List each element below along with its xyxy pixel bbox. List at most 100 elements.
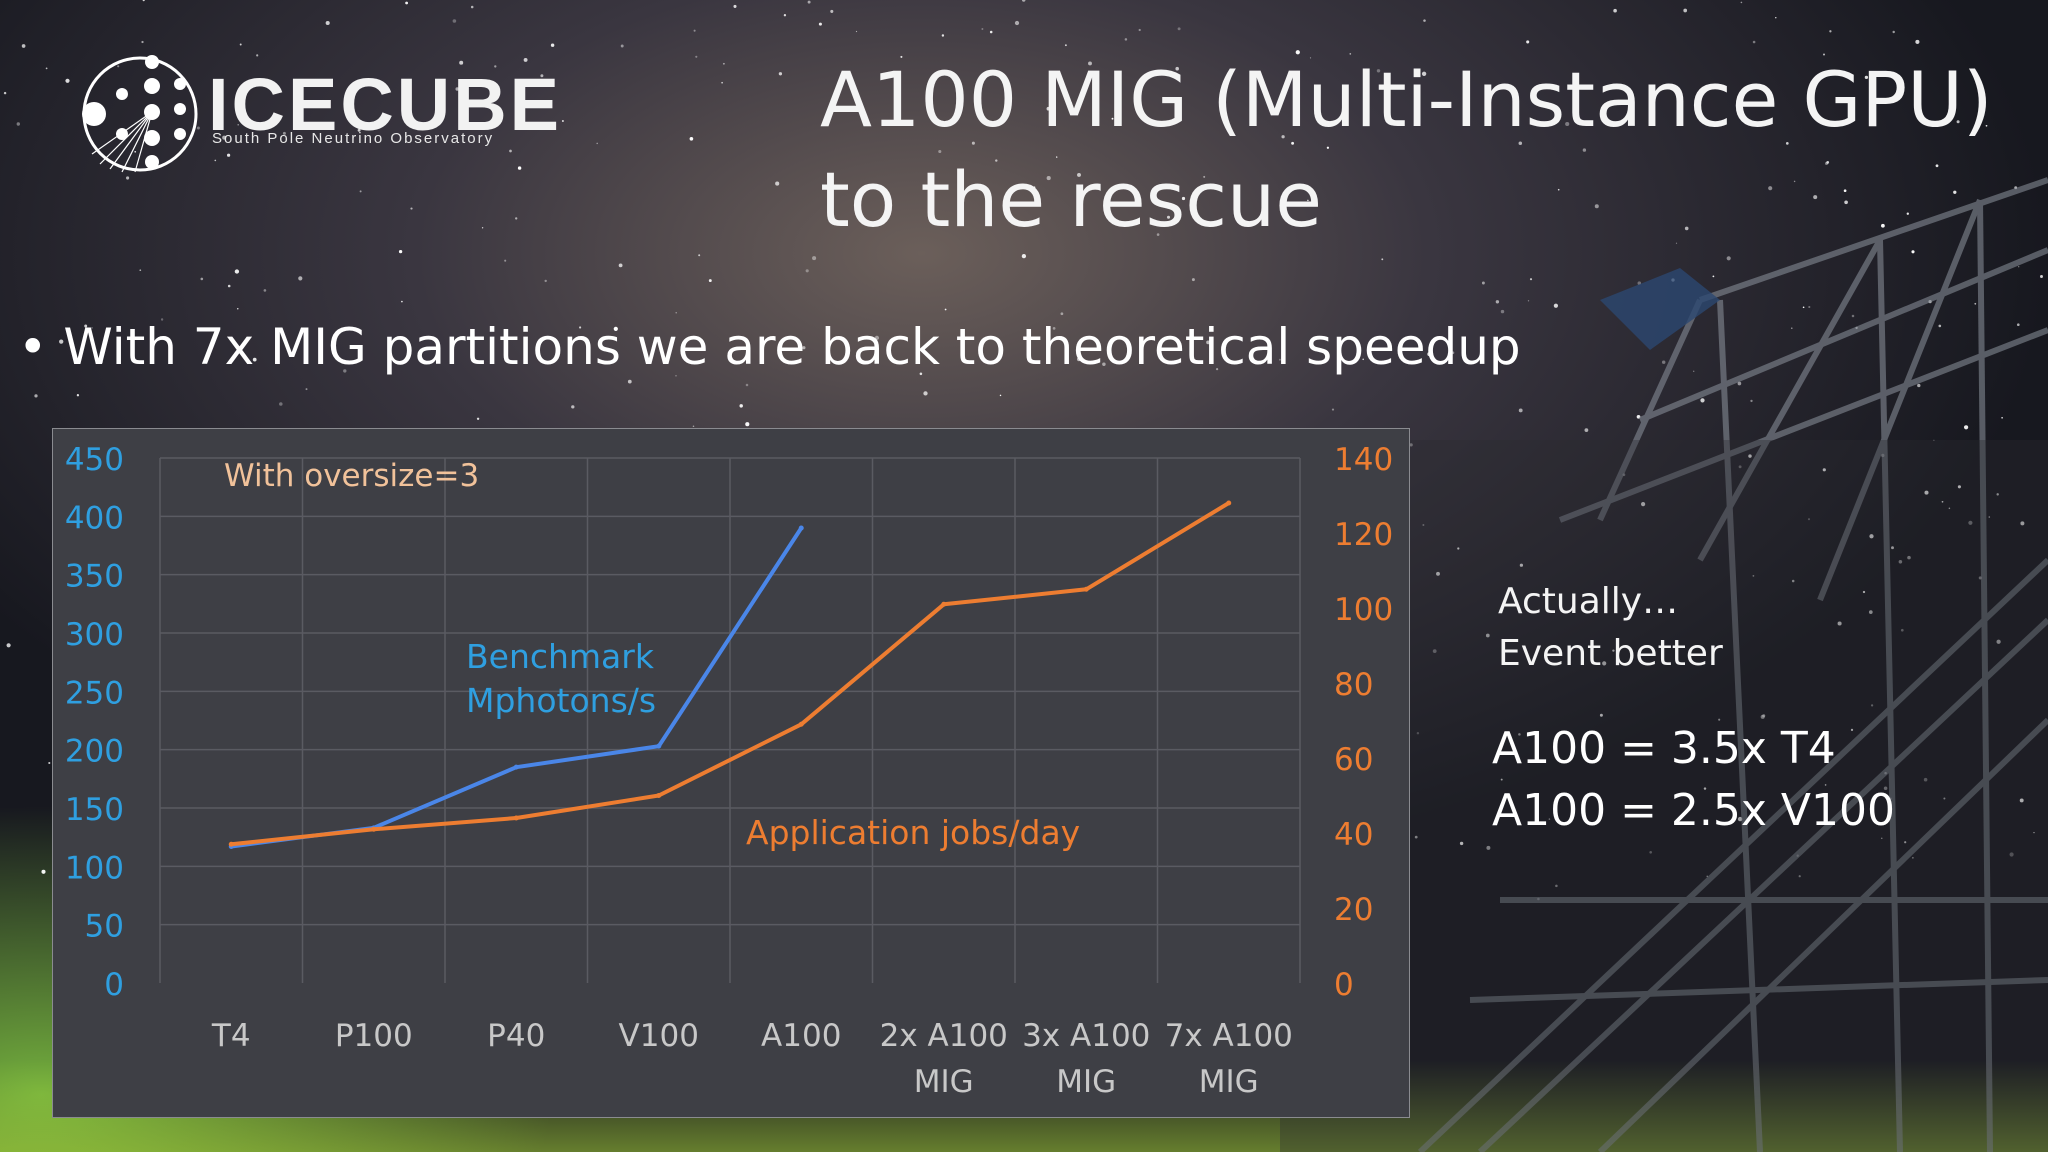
star: [1868, 610, 1873, 614]
x-tick-label: V100: [619, 1018, 699, 1054]
star: [941, 34, 945, 37]
star: [620, 44, 624, 48]
star: [1985, 124, 1988, 127]
star: [1553, 303, 1559, 308]
star: [579, 326, 582, 329]
star: [855, 30, 858, 33]
left-tick-label: 0: [104, 967, 124, 1003]
star: [1829, 30, 1832, 33]
star: [1963, 425, 1969, 430]
star: [1912, 857, 1914, 859]
chart-annotation: With oversize=3: [224, 458, 479, 494]
star: [48, 761, 51, 765]
star: [91, 327, 93, 329]
star: [540, 74, 544, 78]
star: [1548, 818, 1551, 820]
x-tick-label: T4: [211, 1018, 251, 1054]
star: [2009, 852, 2014, 857]
star: [695, 55, 698, 58]
star: [1661, 360, 1666, 364]
star: [675, 374, 677, 377]
left-tick-label: 200: [65, 734, 124, 770]
right-axis-ticks: 0 20 40 60 80 100 120 140: [1334, 442, 1393, 1003]
star: [919, 372, 923, 376]
slide-title-line2: to the rescue: [820, 155, 1322, 244]
star: [1362, 358, 1364, 361]
x-tick-line: MIG: [1199, 1064, 1259, 1100]
series-point: [656, 793, 662, 798]
star: [1529, 278, 1533, 281]
series-point: [1083, 586, 1089, 592]
star: [1423, 19, 1426, 22]
star: [2033, 831, 2035, 834]
star: [160, 318, 164, 321]
star: [41, 869, 46, 874]
star: [227, 153, 231, 157]
star: [692, 425, 695, 428]
left-tick-label: 450: [65, 442, 124, 478]
right-tick-label: 40: [1334, 817, 1373, 853]
series-point: [513, 764, 519, 770]
star: [1278, 358, 1281, 361]
star: [1459, 841, 1464, 846]
star: [1557, 188, 1560, 191]
star: [561, 120, 564, 122]
star: [463, 99, 468, 103]
star: [1584, 428, 1589, 432]
star: [1823, 53, 1825, 56]
star: [1421, 71, 1427, 76]
chart-series: [228, 500, 1232, 849]
star: [1518, 141, 1523, 146]
x-tick-label: A100: [761, 1018, 841, 1054]
star: [1996, 493, 1999, 496]
star: [1807, 518, 1811, 521]
star: [476, 417, 480, 420]
star: [1808, 305, 1811, 309]
series-point: [656, 743, 662, 749]
star: [618, 263, 623, 268]
star: [139, 269, 142, 272]
left-tick-label: 250: [65, 675, 124, 711]
star: [1500, 309, 1505, 314]
star: [1381, 258, 1384, 261]
star: [142, 0, 145, 2]
star: [141, 40, 144, 44]
star: [783, 14, 787, 17]
star: [1052, 327, 1056, 330]
star: [550, 43, 555, 47]
star: [1907, 555, 1911, 560]
benchmark-label-line: Benchmark: [466, 637, 655, 676]
star: [938, 149, 942, 154]
star: [1737, 816, 1743, 822]
star: [1843, 189, 1847, 193]
benchmark-label-line: Mphotons/s: [466, 681, 656, 720]
star: [1883, 786, 1888, 791]
star: [1862, 590, 1866, 594]
star: [1262, 201, 1265, 204]
left-tick-label: 50: [85, 909, 124, 945]
star: [596, 142, 598, 145]
star: [1813, 195, 1818, 200]
star: [1762, 714, 1766, 718]
star: [1641, 502, 1646, 507]
star: [1938, 324, 1942, 328]
star: [1703, 787, 1707, 790]
star: [1675, 242, 1678, 244]
star: [1582, 148, 1587, 152]
star: [1014, 20, 1020, 26]
star: [1599, 713, 1603, 717]
star: [343, 369, 347, 373]
star: [1924, 490, 1929, 495]
star: [1418, 348, 1421, 352]
star: [1881, 837, 1883, 839]
series-point: [798, 525, 804, 531]
star: [1111, 117, 1114, 120]
star: [1798, 875, 1801, 878]
x-tick-line: 3x A100: [1022, 1018, 1150, 1054]
star: [1906, 212, 1909, 215]
left-tick-label: 300: [65, 617, 124, 653]
star: [1718, 718, 1721, 721]
star: [733, 4, 737, 8]
star: [775, 181, 780, 186]
star: [1956, 120, 1960, 124]
